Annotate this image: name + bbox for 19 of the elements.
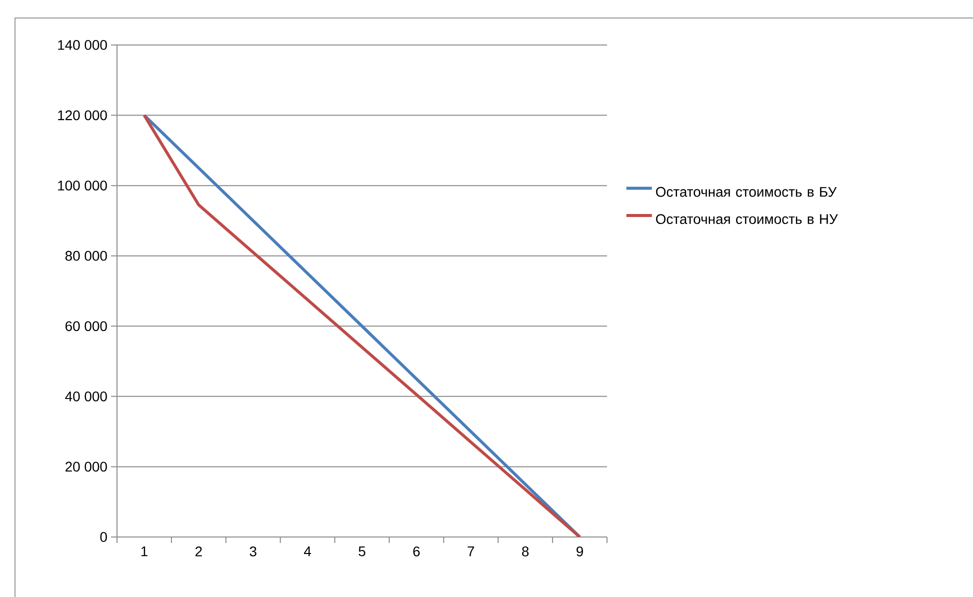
legend-label: Остаточная стоимость в НУ bbox=[656, 214, 838, 224]
x-tick-label: 5 bbox=[358, 546, 366, 556]
y-tick-label: 60 000 bbox=[66, 321, 107, 332]
x-tick-label: 9 bbox=[576, 546, 583, 556]
x-tick-label: 8 bbox=[522, 546, 529, 556]
y-tick-label: 100 000 bbox=[58, 180, 107, 191]
x-tick-label: 1 bbox=[141, 546, 148, 556]
y-tick-label: 0 bbox=[100, 532, 107, 542]
x-tick-label: 2 bbox=[195, 546, 202, 556]
x-tick-label: 6 bbox=[413, 546, 420, 556]
legend-label: Остаточная стоимость в БУ bbox=[656, 186, 837, 197]
x-tick-label: 7 bbox=[468, 546, 474, 556]
x-tick-label: 4 bbox=[304, 546, 312, 556]
x-tick-label: 3 bbox=[250, 546, 256, 556]
y-tick-label: 40 000 bbox=[65, 391, 107, 402]
y-tick-label: 140 000 bbox=[58, 40, 107, 50]
y-tick-label: 20 000 bbox=[66, 462, 107, 472]
y-tick-label: 120 000 bbox=[58, 110, 107, 120]
y-tick-label: 80 000 bbox=[65, 250, 107, 261]
